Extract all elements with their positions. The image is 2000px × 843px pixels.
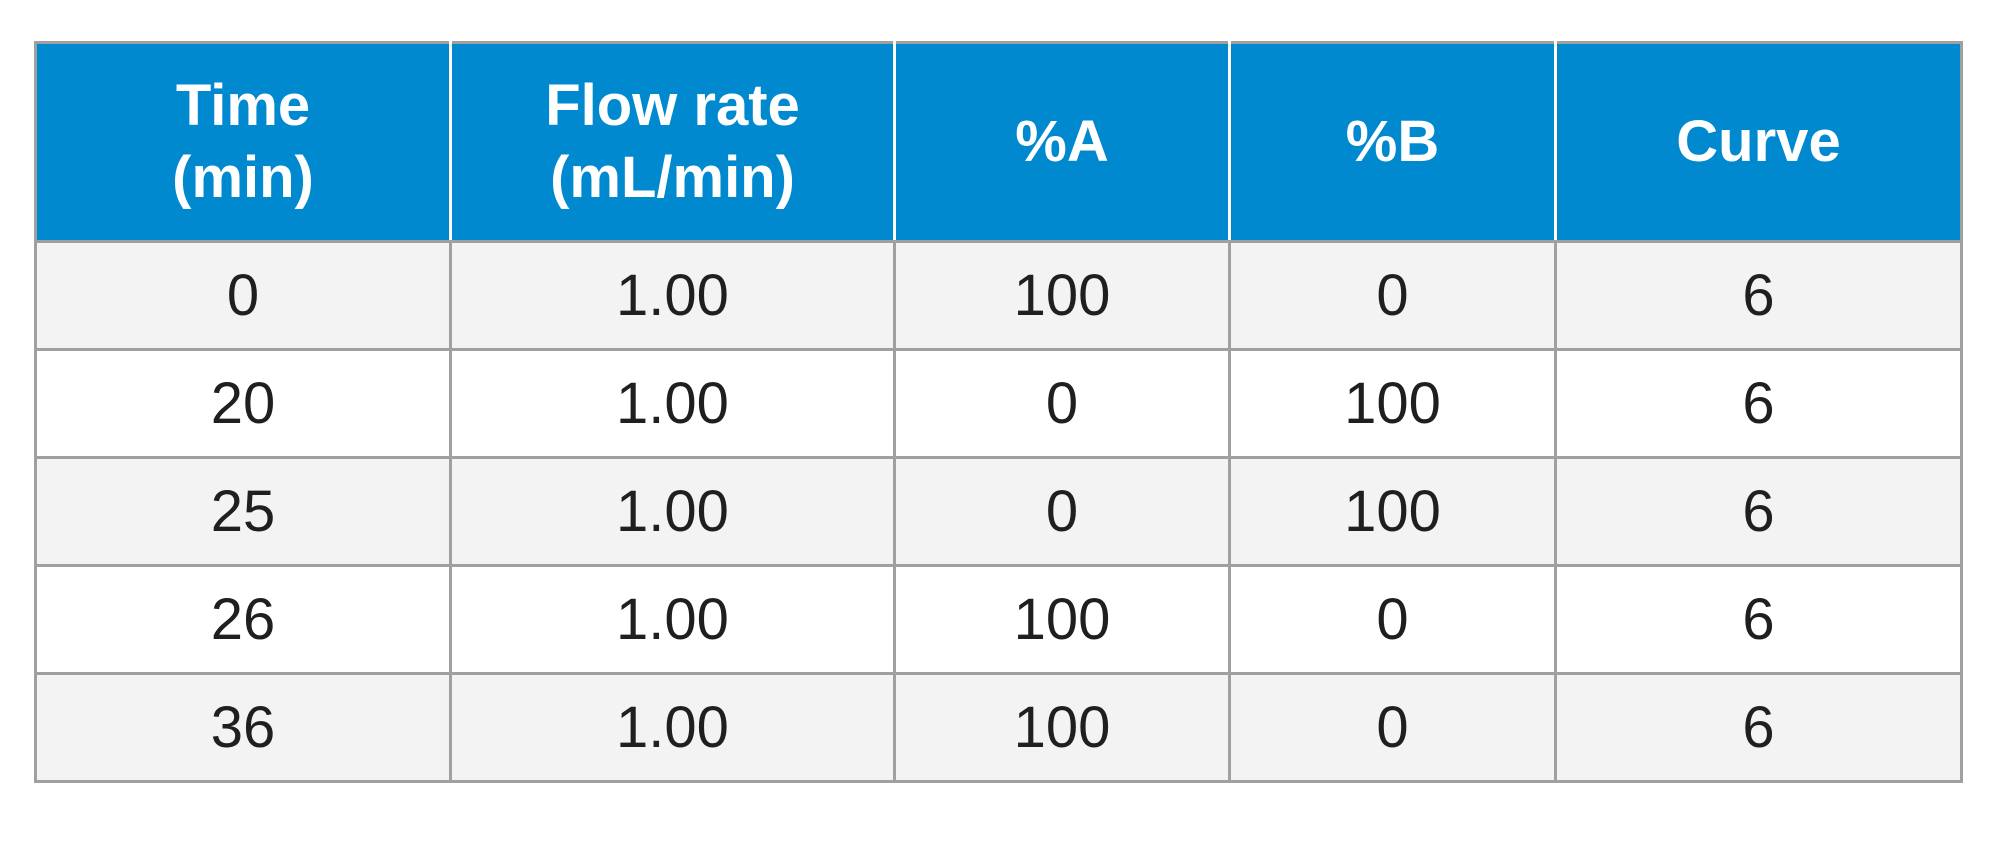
header-time: Time (min) [34,41,452,243]
cell-curve: 6 [1554,564,1963,675]
cell-percent-a: 100 [893,240,1231,351]
header-time-line1: Time [175,72,311,138]
cell-time: 25 [34,456,452,567]
cell-flow-rate: 1.00 [449,456,896,567]
header-row: Time (min) Flow rate (mL/min) %A %B Curv… [34,41,1963,243]
table-row: 20 1.00 0 100 6 [34,348,1963,459]
cell-time: 36 [34,672,452,783]
cell-percent-a: 100 [893,672,1231,783]
cell-curve: 6 [1554,348,1963,459]
header-percent-a-label: %A [1015,108,1109,174]
header-time-line2: (min) [172,145,314,210]
header-curve-label: Curve [1676,108,1841,174]
cell-time: 20 [34,348,452,459]
cell-percent-b: 0 [1228,672,1557,783]
table-row: 25 1.00 0 100 6 [34,456,1963,567]
gradient-table: Time (min) Flow rate (mL/min) %A %B Curv… [34,41,1963,783]
header-flow-rate: Flow rate (mL/min) [449,41,896,243]
cell-percent-b: 100 [1228,348,1557,459]
header-percent-a: %A [893,41,1231,243]
cell-percent-a: 0 [893,456,1231,567]
cell-flow-rate: 1.00 [449,564,896,675]
cell-curve: 6 [1554,672,1963,783]
cell-percent-b: 100 [1228,456,1557,567]
gradient-table-container: Time (min) Flow rate (mL/min) %A %B Curv… [34,41,1963,783]
header-percent-b: %B [1228,41,1557,243]
cell-percent-a: 0 [893,348,1231,459]
header-percent-b-label: %B [1345,108,1440,174]
table-row: 0 1.00 100 0 6 [34,240,1963,351]
cell-time: 0 [34,240,452,351]
cell-flow-rate: 1.00 [449,240,896,351]
header-flow-rate-line1: Flow rate [545,72,800,138]
cell-percent-a: 100 [893,564,1231,675]
cell-curve: 6 [1554,240,1963,351]
cell-curve: 6 [1554,456,1963,567]
cell-percent-b: 0 [1228,564,1557,675]
cell-percent-b: 0 [1228,240,1557,351]
cell-time: 26 [34,564,452,675]
header-curve: Curve [1554,41,1963,243]
cell-flow-rate: 1.00 [449,672,896,783]
table-row: 26 1.00 100 0 6 [34,564,1963,675]
table-row: 36 1.00 100 0 6 [34,672,1963,783]
header-flow-rate-line2: (mL/min) [550,145,795,210]
cell-flow-rate: 1.00 [449,348,896,459]
